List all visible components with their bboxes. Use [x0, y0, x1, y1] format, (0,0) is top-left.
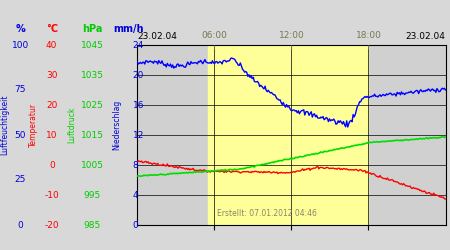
- Text: 16: 16: [133, 100, 144, 110]
- Text: 0: 0: [49, 160, 54, 170]
- Text: 100: 100: [12, 40, 29, 50]
- Text: 1025: 1025: [81, 100, 104, 110]
- Text: 75: 75: [14, 86, 26, 94]
- Text: hPa: hPa: [82, 24, 103, 34]
- Text: Luftfeuchtigkeit: Luftfeuchtigkeit: [0, 95, 9, 155]
- Text: Niederschlag: Niederschlag: [112, 100, 122, 150]
- Text: -20: -20: [45, 220, 59, 230]
- Text: 985: 985: [84, 220, 101, 230]
- Text: mm/h: mm/h: [113, 24, 144, 34]
- Text: 8: 8: [133, 160, 139, 170]
- Text: Temperatur: Temperatur: [29, 103, 38, 147]
- Text: Erstellt: 07.01.2012 04:46: Erstellt: 07.01.2012 04:46: [217, 209, 317, 218]
- Text: 12: 12: [133, 130, 144, 140]
- Text: 25: 25: [14, 176, 26, 184]
- Text: 40: 40: [46, 40, 58, 50]
- Text: 10: 10: [46, 130, 58, 140]
- Text: 50: 50: [14, 130, 26, 140]
- Text: 20: 20: [133, 70, 144, 80]
- Text: 20: 20: [46, 100, 58, 110]
- Text: 1005: 1005: [81, 160, 104, 170]
- Text: 23.02.04: 23.02.04: [405, 32, 446, 42]
- Text: 0: 0: [18, 220, 23, 230]
- Text: -10: -10: [45, 190, 59, 200]
- Text: %: %: [15, 24, 25, 34]
- Text: 4: 4: [133, 190, 139, 200]
- Text: 995: 995: [84, 190, 101, 200]
- Text: °C: °C: [46, 24, 58, 34]
- Text: Luftdruck: Luftdruck: [68, 107, 76, 143]
- Text: 30: 30: [46, 70, 58, 80]
- Text: 23.02.04: 23.02.04: [137, 32, 177, 42]
- Text: 1015: 1015: [81, 130, 104, 140]
- Bar: [208, 45, 369, 225]
- Text: 1045: 1045: [81, 40, 104, 50]
- Text: 0: 0: [133, 220, 139, 230]
- Text: 24: 24: [133, 40, 144, 50]
- Text: 1035: 1035: [81, 70, 104, 80]
